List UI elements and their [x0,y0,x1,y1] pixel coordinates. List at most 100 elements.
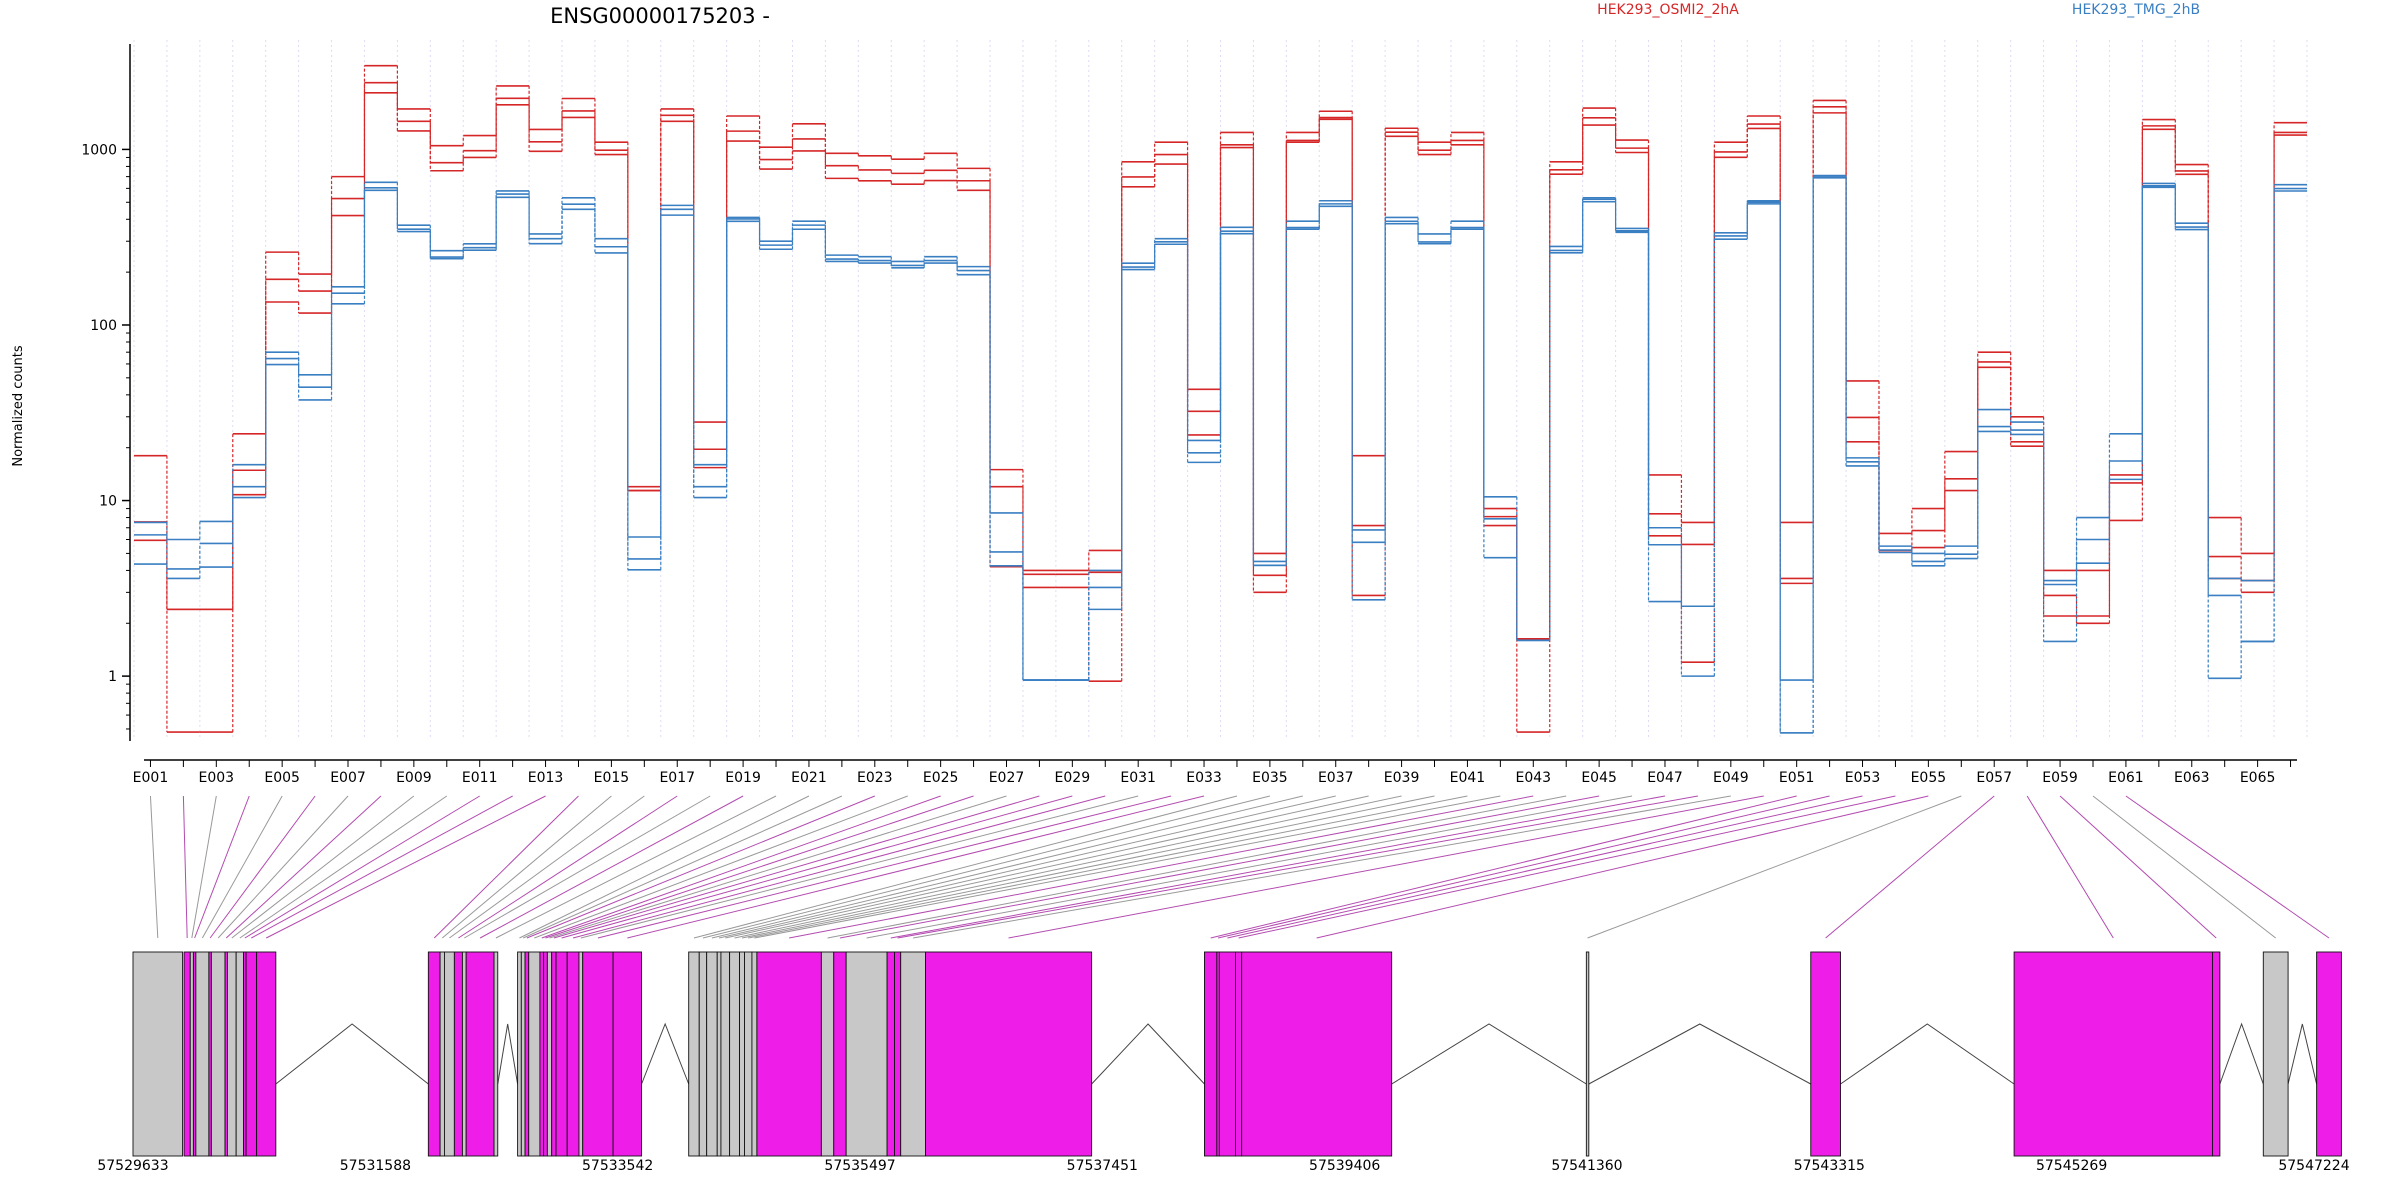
intron-line [641,1022,690,1085]
exon-bin [744,951,753,1157]
bin-connector [572,795,1106,939]
bin-connector [182,795,188,939]
bin-connector [265,795,546,939]
bin-connector [239,795,448,939]
x-tick-label: E003 [199,770,235,786]
bin-connector [534,795,908,939]
exon-bin [520,951,526,1157]
x-tick-label: E023 [857,770,893,786]
bin-connector [464,795,711,939]
legend-tmg: HEK293_TMG_2hB [2072,2,2200,18]
x-tick-label: E029 [1055,770,1091,786]
bin-connector [549,795,1007,939]
exon-bin-highlighted [1235,951,1243,1157]
exon-bin-highlighted [551,951,557,1157]
bin-connector [545,795,974,939]
exon-bin [739,951,745,1157]
exon-bin-highlighted [756,951,822,1157]
y-axis-label: Normalized counts [11,345,26,467]
exon-bin [1585,951,1590,1157]
x-tick-label: E057 [1976,770,2012,786]
chart-title: ENSG00000175203 - [550,4,770,28]
bin-connector [209,795,316,939]
bin-connector [526,795,875,939]
bin-connector [495,795,777,939]
intron-line [1391,1023,1587,1085]
x-tick-label: E063 [2174,770,2210,786]
bin-connector [627,795,1205,939]
y-tick-label: 100 [90,318,117,334]
bin-connector [2026,795,2114,939]
exon-bin-highlighted [833,951,847,1157]
bin-connector [441,795,612,939]
exon-bin-highlighted [256,951,277,1157]
bin-connector [1008,795,1764,939]
exon-bin-highlighted [1218,951,1236,1157]
x-tick-label: E007 [330,770,366,786]
bin-connector [718,795,1336,939]
x-tick-label: E035 [1252,770,1288,786]
exon-bin [493,951,499,1157]
exon-bin-highlighted [582,951,614,1157]
bin-connector [519,795,810,939]
exon-bin [546,951,553,1157]
intron-line [2287,1023,2318,1085]
x-tick-label: E053 [1845,770,1881,786]
exon-bin-highlighted [453,951,463,1157]
bin-connector [711,795,1303,939]
bin-connector [231,795,415,939]
exon-bin-highlighted [2013,951,2213,1157]
bin-connector [449,795,645,939]
x-tick-label: E011 [462,770,498,786]
bin-connector [561,795,1073,939]
bin-connector [458,795,678,939]
exon-bin-highlighted [183,951,191,1157]
intron-line [497,1023,519,1085]
x-tick-label: E037 [1318,770,1354,786]
x-tick-label: E031 [1120,770,1156,786]
exon-bin [720,951,731,1157]
coordinate-label: 57547224 [2278,1158,2349,1174]
plot-area: 1 10 100 1000 E001 E003 E005 E007 E009 E011 E013 E0… [81,40,2308,786]
x-tick-label: E059 [2042,770,2078,786]
exon-bin [716,951,722,1157]
exon-bin [845,951,888,1157]
exon-bin-highlighted [2316,951,2342,1157]
exon-bin-highlighted [1204,951,1218,1157]
bin-connector [225,795,382,939]
bin-connector [839,795,1600,939]
bin-connector [553,795,1040,939]
exon-bin [227,951,237,1157]
bin-connector [194,795,250,939]
bin-connector [1825,795,1995,939]
bin-connector [522,795,843,939]
x-tick-label: E001 [133,770,169,786]
x-tick-label: E025 [923,770,959,786]
bin-connector [1238,795,1896,939]
x-tick-label: E027 [989,770,1025,786]
bin-connector [1227,795,1863,939]
x-tick-label: E033 [1186,770,1222,786]
bin-connectors [149,795,2330,939]
bin-connector [789,795,1534,939]
coordinate-label: 57535497 [824,1158,895,1174]
bin-connector [479,795,744,939]
x-tick-label: E041 [1450,770,1486,786]
coordinate-label: 57531588 [340,1158,411,1174]
exon-bin [439,951,445,1157]
bin-connector [2092,795,2276,939]
exon-bin-highlighted [886,951,895,1157]
x-tick-label: E017 [659,770,695,786]
exon-bin [235,951,245,1157]
y-tick-label: 10 [99,494,117,510]
coordinate-label: 57537451 [1067,1158,1138,1174]
bin-connector [1587,795,1962,939]
intron-line [275,1023,429,1085]
exon-bin [729,951,740,1157]
intron-line [2219,1022,2264,1085]
bin-connector [244,795,480,939]
bin-connector [217,795,349,939]
bin-connector [734,795,1402,939]
